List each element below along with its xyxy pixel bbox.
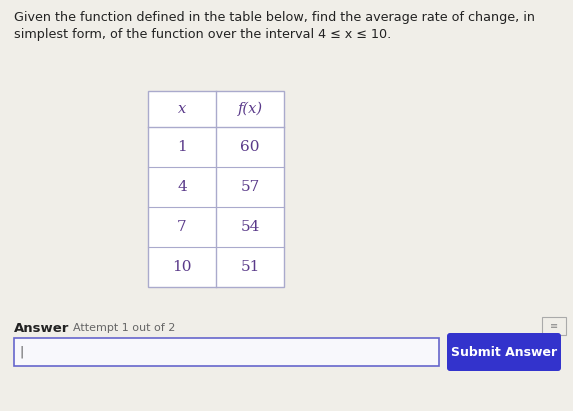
Text: 54: 54 [240,220,260,234]
Text: x: x [178,102,186,116]
Text: 51: 51 [240,260,260,274]
Text: 57: 57 [241,180,260,194]
Text: 60: 60 [240,140,260,154]
Text: 4: 4 [177,180,187,194]
Text: simplest form, of the function over the interval 4 ≤ x ≤ 10.: simplest form, of the function over the … [14,28,391,41]
FancyBboxPatch shape [14,338,439,366]
Text: Submit Answer: Submit Answer [451,346,557,358]
Text: 10: 10 [172,260,192,274]
FancyBboxPatch shape [542,317,566,335]
Text: ≡: ≡ [550,321,558,331]
Text: |: | [19,346,23,358]
FancyBboxPatch shape [148,91,284,287]
FancyBboxPatch shape [447,333,561,371]
Text: 1: 1 [177,140,187,154]
Text: Given the function defined in the table below, find the average rate of change, : Given the function defined in the table … [14,11,535,24]
Text: Attempt 1 out of 2: Attempt 1 out of 2 [73,323,175,333]
Text: 7: 7 [177,220,187,234]
Text: f(x): f(x) [237,102,262,116]
Text: Answer: Answer [14,321,69,335]
